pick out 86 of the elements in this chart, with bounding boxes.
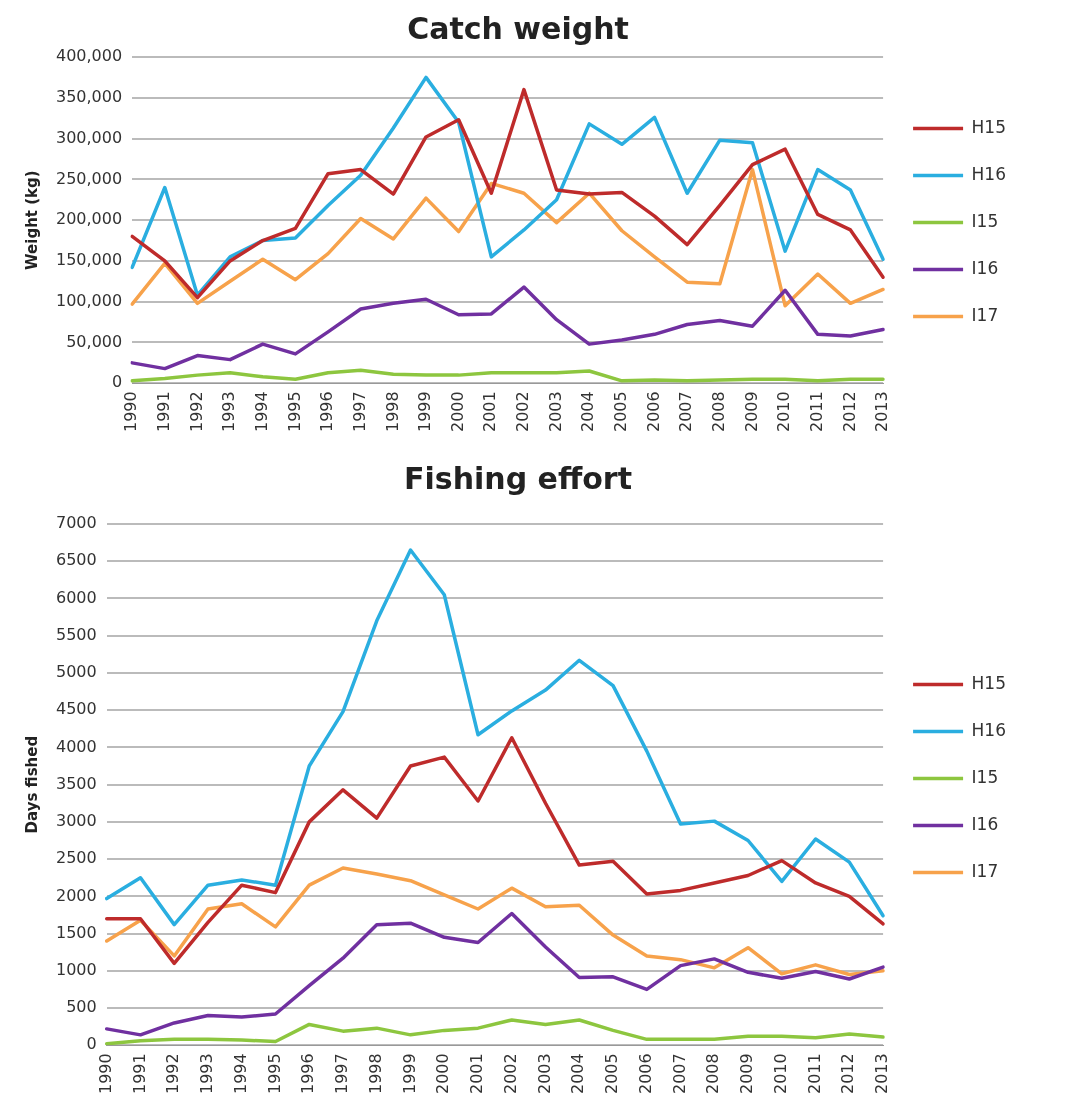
x-tick-label: 2012 [838, 1053, 858, 1094]
legend-label: I16 [971, 813, 999, 834]
chart-title: Fishing effort [404, 460, 632, 496]
y-tick-label: 250,000 [55, 168, 123, 188]
x-tick-label: 2007 [676, 391, 696, 432]
x-tick-label: 1993 [219, 391, 239, 432]
x-tick-label: 2012 [839, 391, 859, 432]
y-tick-label: 7000 [56, 513, 97, 533]
x-tick-label: 2008 [709, 391, 728, 432]
x-tick-label: 2009 [741, 391, 761, 432]
x-tick-label: 2009 [737, 1053, 757, 1094]
x-tick-label: 1994 [230, 1053, 250, 1094]
x-tick-label: 1991 [129, 1053, 149, 1094]
x-tick-label: 2006 [643, 391, 663, 432]
x-tick-label: 1993 [197, 1053, 217, 1094]
legend-label: I16 [971, 257, 999, 278]
x-tick-label: 1991 [153, 391, 173, 432]
x-tick-label: 2004 [568, 1053, 588, 1094]
y-tick-label: 4500 [56, 699, 97, 719]
legend-label: I15 [971, 766, 999, 787]
x-tick-label: 2000 [433, 1053, 453, 1094]
x-tick-label: 2011 [804, 1053, 824, 1094]
x-tick-label: 2003 [534, 1053, 554, 1094]
x-tick-label: 1992 [163, 1053, 183, 1094]
x-tick-label: 1999 [415, 391, 435, 432]
y-tick-label: 0 [86, 1034, 97, 1054]
y-tick-label: 3500 [56, 773, 97, 793]
y-tick-label: 100,000 [55, 290, 123, 310]
x-tick-label: 1996 [298, 1053, 318, 1094]
x-tick-label: 2006 [635, 1053, 655, 1094]
y-tick-label: 0 [111, 372, 123, 392]
y-tick-label: 150,000 [55, 250, 123, 270]
x-tick-label: 2004 [578, 391, 598, 432]
x-tick-label: 2001 [467, 1053, 487, 1094]
x-tick-label: 1995 [264, 1053, 284, 1094]
legend-label: I15 [971, 210, 999, 231]
y-tick-label: 300,000 [55, 127, 123, 147]
x-tick-label: 2005 [611, 391, 631, 432]
y-tick-label: 3000 [56, 811, 97, 831]
y-tick-label: 2000 [56, 885, 97, 905]
chart-title: Catch weight [407, 10, 629, 46]
y-tick-label: 1000 [56, 959, 97, 979]
x-tick-label: 2013 [872, 1053, 892, 1094]
y-tick-label: 400,000 [55, 46, 123, 66]
y-tick-label: 1500 [56, 922, 97, 942]
y-tick-label: 4000 [56, 736, 97, 756]
x-tick-label: 2010 [774, 391, 794, 432]
x-tick-label: 1990 [121, 391, 141, 432]
x-tick-label: 2005 [602, 1053, 622, 1094]
legend-label: I17 [971, 860, 999, 881]
y-axis-title: Days fished [22, 735, 41, 834]
legend-label: H16 [971, 719, 1007, 740]
x-tick-label: 2008 [703, 1053, 723, 1094]
y-tick-label: 6500 [56, 550, 97, 570]
x-tick-label: 1995 [284, 391, 304, 432]
x-tick-label: 1994 [251, 391, 271, 432]
x-tick-label: 2010 [770, 1053, 790, 1094]
x-tick-label: 2002 [513, 391, 533, 432]
x-tick-label: 2011 [806, 391, 826, 432]
y-tick-label: 200,000 [55, 209, 123, 229]
x-tick-label: 2001 [480, 391, 500, 432]
x-tick-label: 1992 [186, 391, 206, 432]
y-tick-label: 350,000 [55, 86, 123, 106]
x-tick-label: 2003 [545, 391, 565, 432]
y-tick-label: 5500 [56, 624, 97, 644]
y-tick-label: 50,000 [66, 331, 123, 351]
y-tick-label: 6000 [56, 587, 97, 607]
x-tick-label: 1997 [349, 391, 369, 432]
x-tick-label: 2002 [500, 1053, 520, 1094]
x-tick-label: 1990 [95, 1053, 115, 1094]
y-tick-label: 5000 [56, 662, 97, 682]
x-tick-label: 1997 [332, 1053, 352, 1094]
x-tick-label: 1998 [382, 391, 402, 432]
x-tick-label: 2013 [872, 391, 892, 432]
x-tick-label: 2000 [447, 391, 467, 432]
legend-label: H16 [971, 163, 1007, 184]
x-tick-label: 2007 [669, 1053, 689, 1094]
y-axis-title: Weight (kg) [22, 170, 41, 270]
legend-label: I17 [971, 304, 999, 325]
y-tick-label: 500 [66, 997, 97, 1017]
x-tick-label: 1998 [365, 1053, 385, 1094]
x-tick-label: 1996 [317, 391, 337, 432]
x-tick-label: 1999 [399, 1053, 419, 1094]
legend-label: H15 [971, 672, 1007, 693]
legend-label: H15 [971, 116, 1007, 137]
y-tick-label: 2500 [56, 848, 97, 868]
